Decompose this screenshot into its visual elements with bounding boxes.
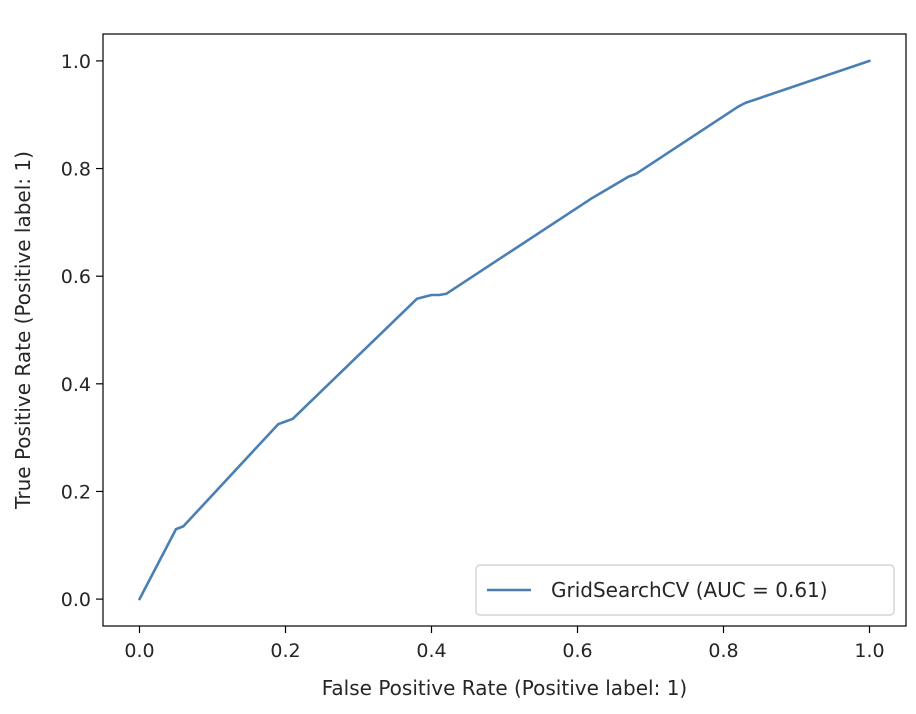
x-tick-label: 0.4 [416, 640, 446, 662]
y-axis-label: True Positive Rate (Positive label: 1) [11, 151, 35, 510]
plot-area [102, 33, 907, 627]
y-tick-label: 0.6 [61, 266, 91, 288]
x-axis-ticks: 0.0 0.2 0.4 0.6 0.8 1.0 [124, 626, 885, 662]
legend-box [475, 564, 895, 616]
x-tick-label: 0.0 [124, 640, 154, 662]
y-axis-ticks: 0.0 0.2 0.4 0.6 0.8 1.0 [61, 51, 103, 611]
x-tick-label: 1.0 [854, 640, 884, 662]
y-tick-label: 0.2 [61, 481, 91, 503]
y-tick-label: 0.0 [61, 589, 91, 611]
y-tick-label: 0.8 [61, 159, 91, 181]
x-tick-label: 0.2 [270, 640, 300, 662]
plot-frame [102, 33, 907, 627]
x-axis-label: False Positive Rate (Positive label: 1) [322, 676, 688, 700]
legend: GridSearchCV (AUC = 0.61) [475, 564, 895, 616]
x-tick-label: 0.8 [708, 640, 738, 662]
legend-label: GridSearchCV (AUC = 0.61) [551, 578, 828, 602]
y-tick-label: 0.4 [61, 374, 91, 396]
x-tick-label: 0.6 [562, 640, 592, 662]
y-tick-label: 1.0 [61, 51, 91, 73]
series-line-0 [138, 59, 871, 601]
